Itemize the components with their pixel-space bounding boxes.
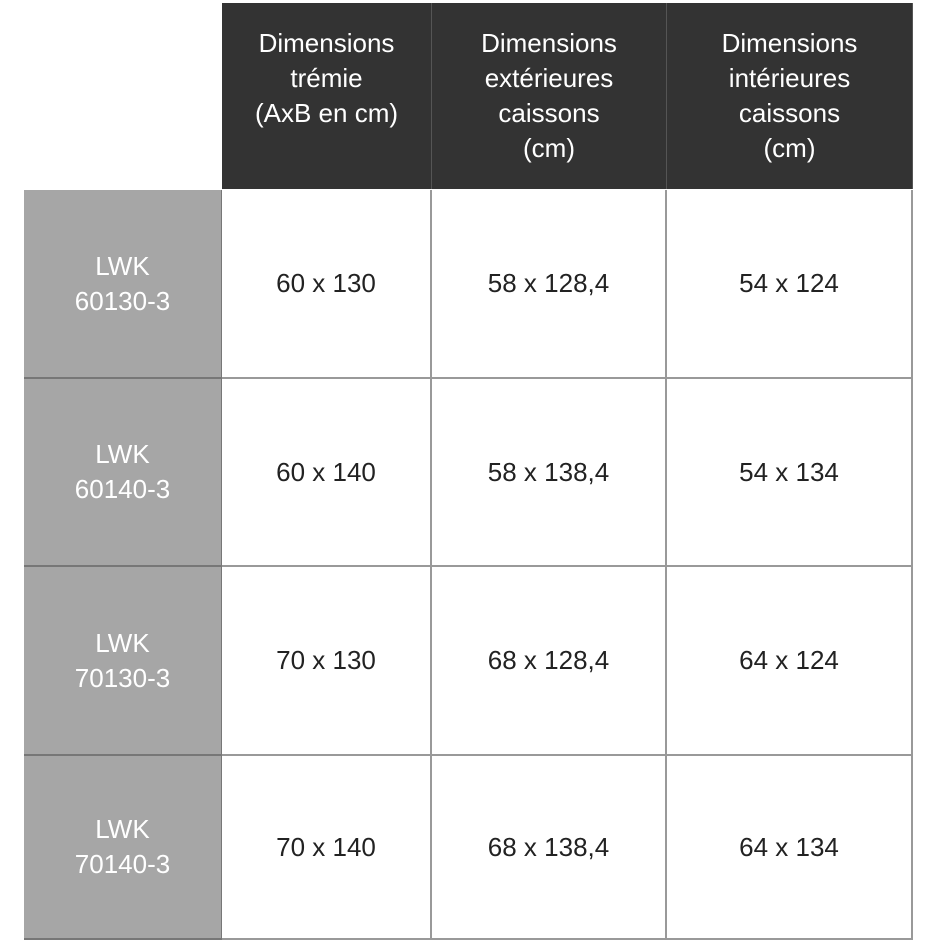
data-cell: 60 x 140	[222, 379, 432, 567]
cell-text: 70130-3	[74, 662, 171, 693]
data-cell: 58 x 138,4	[432, 379, 667, 567]
data-cell: 64 x 124	[667, 567, 913, 756]
data-cell: 70 x 130	[222, 567, 432, 756]
row-label: LWK 70140-3	[24, 756, 222, 940]
cell-text: (cm)	[523, 133, 575, 163]
cell-text: intérieures	[728, 63, 851, 93]
cell-text: 60130-3	[74, 285, 171, 316]
cell-text: LWK	[95, 627, 150, 658]
cell-text: 58 x 138,4	[487, 456, 610, 487]
cell-text: (AxB en cm)	[254, 98, 399, 128]
cell-text: LWK	[95, 250, 150, 281]
column-header: Dimensions extérieures caissons (cm)	[432, 3, 667, 189]
data-cell: 54 x 124	[667, 190, 913, 379]
data-cell: 68 x 138,4	[432, 756, 667, 940]
data-cell: 60 x 130	[222, 190, 432, 379]
cell-text: 54 x 124	[739, 268, 839, 298]
cell-text: 60 x 140	[276, 456, 376, 487]
data-cell: 70 x 140	[222, 756, 432, 940]
row-label: LWK 60130-3	[24, 190, 222, 379]
cell-text: (cm)	[763, 133, 816, 163]
cell-text: Dimensions	[258, 28, 395, 58]
cell-text: LWK	[95, 814, 150, 844]
cell-text: 58 x 128,4	[487, 268, 610, 298]
cell-text: caissons	[738, 98, 841, 128]
cell-text: 64 x 134	[739, 831, 839, 862]
cell-text: 64 x 124	[739, 645, 839, 675]
cell-text: 54 x 134	[739, 456, 839, 487]
column-header: Dimensions trémie (AxB en cm)	[222, 3, 432, 189]
cell-text: 70140-3	[74, 849, 171, 879]
data-cell: 64 x 134	[667, 756, 913, 940]
cell-text: caissons	[498, 98, 600, 128]
cell-text: LWK	[95, 439, 150, 469]
cell-text: Dimensions	[481, 28, 617, 58]
data-cell: 54 x 134	[667, 379, 913, 567]
row-label: LWK 70130-3	[24, 567, 222, 756]
cell-text: 70 x 130	[276, 645, 376, 675]
cell-text: trémie	[290, 63, 363, 93]
cell-text: 68 x 138,4	[487, 831, 610, 862]
cell-text: 68 x 128,4	[487, 645, 610, 675]
cell-text: Dimensions	[721, 28, 858, 58]
cell-text: extérieures	[484, 63, 614, 93]
cell-text: 70 x 140	[276, 831, 376, 862]
cell-text: 60 x 130	[276, 268, 376, 298]
cell-text: 60140-3	[74, 474, 171, 504]
data-cell: 68 x 128,4	[432, 567, 667, 756]
column-header: Dimensions intérieures caissons (cm)	[667, 3, 913, 189]
row-label: LWK 60140-3	[24, 379, 222, 567]
data-cell: 58 x 128,4	[432, 190, 667, 379]
